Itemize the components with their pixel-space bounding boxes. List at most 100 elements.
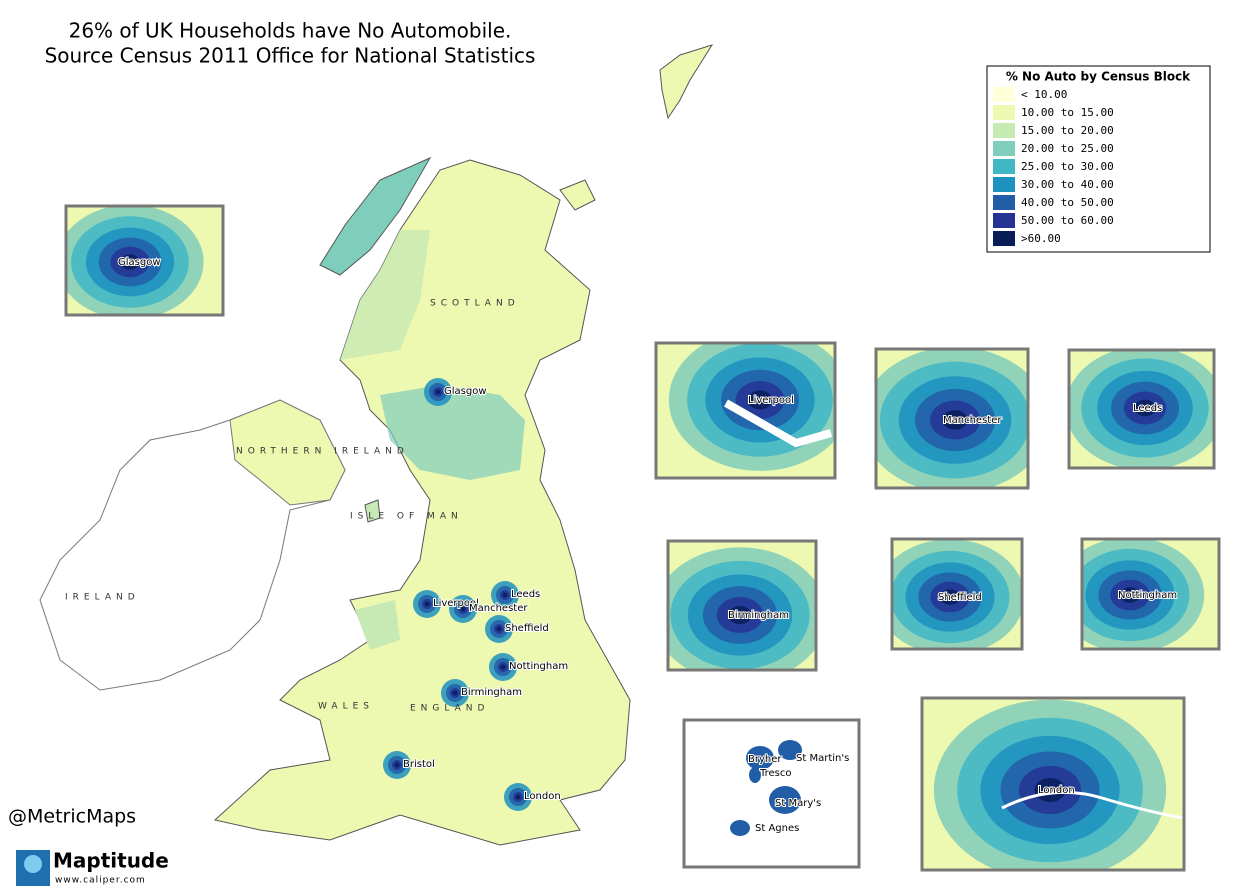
inset-label: St Mary's <box>775 798 821 809</box>
island <box>749 767 761 783</box>
map-labels: SCOTLAND NORTHERN IRELAND ISLE OF MAN IRELA… <box>65 299 569 804</box>
city-label: Nottingham <box>509 661 568 672</box>
legend-swatch <box>993 141 1015 156</box>
region-label: WALES <box>318 702 374 712</box>
isle-of-man <box>364 499 381 523</box>
island <box>778 740 802 760</box>
insets: Glasgow Liverpool Manchester Leeds Birmingha… <box>64 204 1221 872</box>
logo-globe <box>24 855 42 873</box>
legend-label: < 10.00 <box>1021 88 1067 101</box>
inset-label: St Agnes <box>755 823 799 834</box>
river <box>1001 790 1184 820</box>
inset-content: Glasgow <box>66 206 223 315</box>
city-hotspot <box>452 690 458 696</box>
inset-label: Tresco <box>759 768 792 779</box>
legend-label: 40.00 to 50.00 <box>1021 196 1114 209</box>
region-label: IRELAND <box>65 593 140 603</box>
legend-label: 50.00 to 60.00 <box>1021 214 1114 227</box>
legend-swatch <box>993 177 1015 192</box>
legend-box <box>986 65 1211 253</box>
inset: Sheffield <box>890 537 1024 651</box>
inset-label: Nottingham <box>1118 590 1177 601</box>
inset: Manchester <box>874 347 1030 490</box>
city-hotspot <box>502 592 508 598</box>
inset-content: Leeds <box>1069 350 1214 468</box>
inset: Birmingham <box>666 539 818 672</box>
inset-content: Birmingham <box>668 541 816 670</box>
legend-swatch <box>993 123 1015 138</box>
inset-label: Manchester <box>943 415 1002 426</box>
inset-zone <box>728 605 752 625</box>
northern-ireland <box>229 399 346 506</box>
inset-frame <box>666 539 818 672</box>
inset-zone <box>1120 587 1140 603</box>
inset-zone <box>120 254 140 270</box>
island <box>769 786 801 814</box>
legend-swatch <box>993 231 1015 246</box>
inset-frame <box>890 537 1024 651</box>
inset-content: London <box>922 698 1184 870</box>
city-hotspot <box>460 606 466 612</box>
logo-text: Maptitude <box>53 849 169 873</box>
inset-content: Manchester <box>876 349 1028 488</box>
city-hotspot <box>394 762 400 768</box>
legend-swatch <box>993 87 1015 102</box>
wales-north <box>355 600 400 650</box>
inset-content: Liverpool <box>656 343 835 478</box>
inset-frame <box>64 204 225 317</box>
website: www.caliper.com <box>55 876 146 886</box>
inset: Glasgow <box>64 204 225 317</box>
inset-frame <box>920 696 1186 872</box>
inset-content: Sheffield <box>892 539 1022 649</box>
city-label: Glasgow <box>444 386 487 397</box>
inset-label: Liverpool <box>748 395 794 406</box>
inset-zone <box>942 410 968 430</box>
inset: London <box>920 696 1186 872</box>
inset-zone <box>940 589 960 605</box>
city-hotspot <box>435 389 441 395</box>
legend-swatch <box>993 213 1015 228</box>
inset-frame <box>682 718 861 869</box>
city-label: London <box>524 791 561 802</box>
inset-content: Bryher Tresco St Martin's St Mary's St Agnes <box>684 720 859 867</box>
city-hotspot <box>515 794 521 800</box>
city-hotspot <box>496 626 502 632</box>
legend-title: % No Auto by Census Block <box>1006 70 1191 84</box>
inset-label: Leeds <box>1133 403 1162 414</box>
legend-label: 30.00 to 40.00 <box>1021 178 1114 191</box>
island <box>746 746 774 770</box>
region-label: ENGLAND <box>410 704 489 714</box>
inset-label: St Martin's <box>796 753 849 764</box>
inset-label: Bryher <box>748 754 782 765</box>
inset-zone <box>1134 399 1156 417</box>
city-hotspot <box>424 601 430 607</box>
highlands <box>340 230 430 360</box>
shetland <box>659 44 714 120</box>
inset-label: Glasgow <box>118 257 161 268</box>
inset-frame <box>654 341 837 480</box>
island <box>730 820 750 836</box>
region-label: SCOTLAND <box>430 299 520 309</box>
legend-label: 25.00 to 30.00 <box>1021 160 1114 173</box>
inset-zone <box>1034 777 1066 803</box>
city-hotspot <box>500 664 506 670</box>
region-label: NORTHERN IRELAND <box>236 447 409 457</box>
legend-swatch <box>993 195 1015 210</box>
city-hotspots <box>383 378 532 811</box>
great-britain <box>213 159 631 846</box>
city-label: Birmingham <box>461 687 522 698</box>
river <box>724 399 833 448</box>
inset-label: Sheffield <box>938 592 982 603</box>
legend-label: 15.00 to 20.00 <box>1021 124 1114 137</box>
inset: Leeds <box>1067 348 1216 470</box>
orkney <box>559 179 596 211</box>
western-isles <box>319 156 432 276</box>
legend-label: >60.00 <box>1021 232 1061 245</box>
legend-label: 10.00 to 15.00 <box>1021 106 1114 119</box>
inset-label: Birmingham <box>728 610 789 621</box>
inset: Liverpool <box>654 341 837 480</box>
city-label: Leeds <box>511 589 540 600</box>
city-label: Sheffield <box>505 623 549 634</box>
legend-items: < 10.00 10.00 to 15.00 15.00 to 20.00 20.00… <box>993 87 1114 246</box>
